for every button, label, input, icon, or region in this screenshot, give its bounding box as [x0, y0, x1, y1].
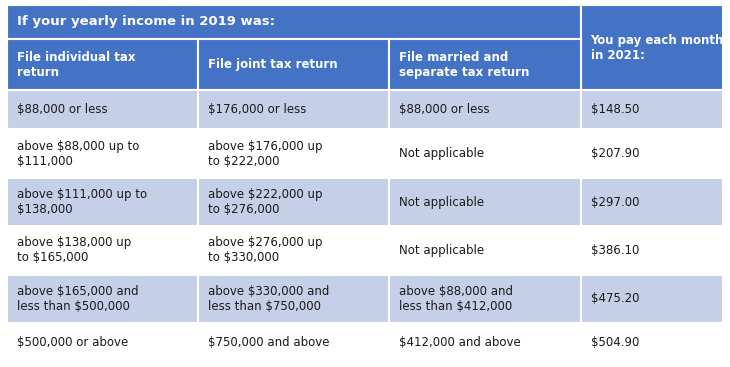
Text: above $176,000 up
to $222,000: above $176,000 up to $222,000: [208, 140, 323, 168]
Text: above $330,000 and
less than $750,000: above $330,000 and less than $750,000: [208, 285, 329, 313]
Text: File individual tax
return: File individual tax return: [17, 51, 136, 79]
Bar: [199, 39, 389, 90]
Text: above $222,000 up
to $276,000: above $222,000 up to $276,000: [208, 188, 323, 216]
Bar: [7, 323, 199, 362]
Text: Not applicable: Not applicable: [399, 244, 485, 257]
Text: above $88,000 and
less than $412,000: above $88,000 and less than $412,000: [399, 285, 513, 313]
Bar: [199, 90, 389, 130]
Text: File married and
separate tax return: File married and separate tax return: [399, 51, 530, 79]
Text: Not applicable: Not applicable: [399, 147, 485, 160]
Bar: [580, 90, 723, 130]
Bar: [389, 323, 580, 362]
Text: above $88,000 up to
$111,000: above $88,000 up to $111,000: [17, 140, 139, 168]
Text: $88,000 or less: $88,000 or less: [399, 103, 490, 116]
Text: above $165,000 and
less than $500,000: above $165,000 and less than $500,000: [17, 285, 139, 313]
Text: $750,000 and above: $750,000 and above: [208, 336, 330, 349]
Text: File joint tax return: File joint tax return: [208, 58, 338, 71]
Bar: [389, 226, 580, 275]
Bar: [7, 226, 199, 275]
Bar: [580, 5, 723, 90]
Bar: [580, 130, 723, 178]
Text: Not applicable: Not applicable: [399, 196, 485, 208]
Bar: [199, 178, 389, 226]
Bar: [389, 39, 580, 90]
Text: $148.50: $148.50: [591, 103, 639, 116]
Bar: [389, 90, 580, 130]
Bar: [199, 323, 389, 362]
Text: $475.20: $475.20: [591, 292, 639, 305]
Bar: [389, 130, 580, 178]
Text: $207.90: $207.90: [591, 147, 639, 160]
Text: $297.00: $297.00: [591, 196, 639, 208]
Bar: [7, 5, 580, 39]
Bar: [7, 39, 199, 90]
Text: above $111,000 up to
$138,000: above $111,000 up to $138,000: [17, 188, 147, 216]
Bar: [580, 323, 723, 362]
Bar: [580, 178, 723, 226]
Bar: [7, 90, 199, 130]
Text: If your yearly income in 2019 was:: If your yearly income in 2019 was:: [17, 15, 275, 29]
Text: $88,000 or less: $88,000 or less: [17, 103, 107, 116]
Text: above $276,000 up
to $330,000: above $276,000 up to $330,000: [208, 236, 323, 264]
Text: $504.90: $504.90: [591, 336, 639, 349]
Bar: [7, 130, 199, 178]
Text: $386.10: $386.10: [591, 244, 639, 257]
Text: above $138,000 up
to $165,000: above $138,000 up to $165,000: [17, 236, 131, 264]
Bar: [7, 178, 199, 226]
Bar: [389, 178, 580, 226]
Bar: [389, 275, 580, 323]
Bar: [199, 226, 389, 275]
Text: You pay each month
in 2021:: You pay each month in 2021:: [591, 34, 724, 62]
Bar: [199, 130, 389, 178]
Bar: [580, 226, 723, 275]
Text: $500,000 or above: $500,000 or above: [17, 336, 128, 349]
Bar: [7, 275, 199, 323]
Text: $176,000 or less: $176,000 or less: [208, 103, 307, 116]
Text: $412,000 and above: $412,000 and above: [399, 336, 521, 349]
Bar: [580, 275, 723, 323]
Bar: [199, 275, 389, 323]
